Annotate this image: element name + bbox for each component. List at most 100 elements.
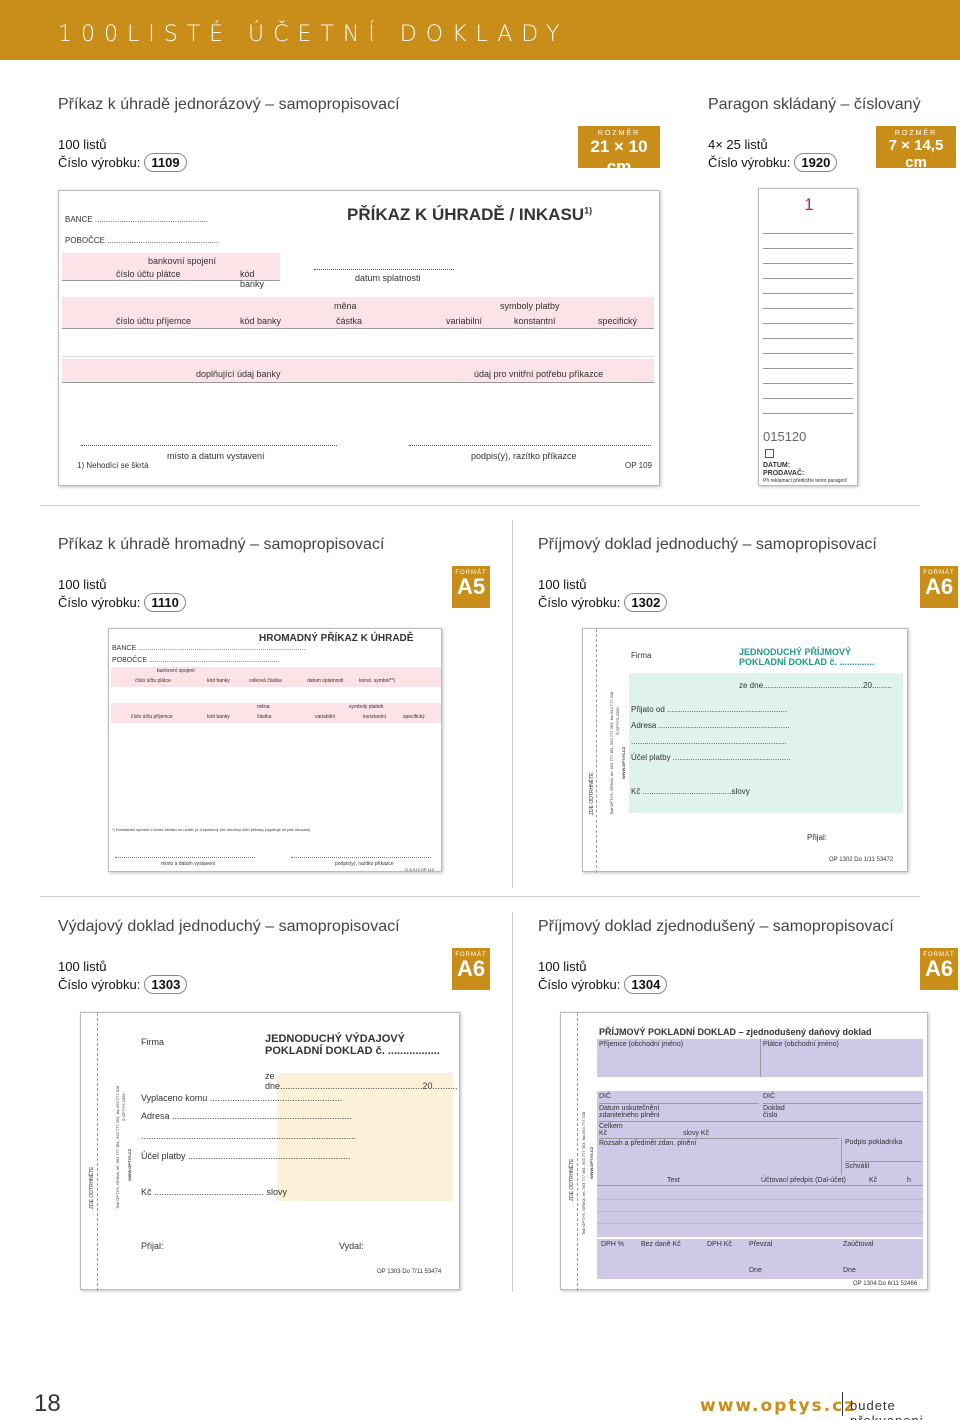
sheets-1110: 100 listů [58,577,107,592]
sheets-1920: 4× 25 listů [708,137,768,152]
label-payer-account: číslo účtu plátce [116,269,181,279]
receipt-lines [763,219,853,419]
product-code-1303: 1303 [144,975,188,994]
receipt-serial: 015120 [763,429,807,444]
form-title-1302: JEDNODUCHÝ PŘÍJMOVÝ POKLADNÍ DOKLAD č. .… [739,647,875,667]
form-payee-row: měna symboly platby číslo účtu příjemce … [62,297,654,329]
product-title-1304: Příjmový doklad zjednodušený – samopropi… [538,918,894,935]
sheets-1303: 100 listů [58,959,107,974]
side-text-web: WWW.OPTYS.CZ [127,1148,132,1181]
page-title: 100LISTÉ ÚČETNÍ DOKLADY [58,22,569,47]
title-line-1: JEDNODUCHÝ PŘÍJMOVÝ [739,647,852,657]
blank-strip [597,1077,923,1091]
size-badge-1920: ROZMĚR 7 × 14,5 cm [876,126,956,171]
side-text-copyright: © OPTYS 2009 [121,1093,126,1121]
label-received-by: Přijal: [807,833,828,842]
receipt-line [763,324,853,339]
form-title-1110: HROMADNÝ PŘÍKAZ K ÚHRADĚ [259,633,414,644]
label-company: Firma [631,651,652,660]
product-code-1920: 1920 [794,153,838,172]
form-preview-1302: ZDE ODTRHNĚTE Tisk OPTYS, OPAVA, tel. 55… [582,628,908,873]
footer-url[interactable]: www.optys.cz [700,1396,857,1416]
row-rule [597,1199,923,1200]
label-r2-c4: variabilní [315,714,336,720]
side-text-web: WWW.OPTYS.CZ [589,1146,594,1179]
section-divider [512,520,513,888]
code-label: Číslo výrobku: [58,977,141,992]
label-date: ze dne..................................… [265,1071,458,1091]
form-title-sup: 1) [584,205,593,216]
badge-label: ROZMĚR [894,130,938,137]
label-dic-1: DIČ [599,1093,612,1100]
code-row-1920: Číslo výrobku: 1920 [708,153,838,172]
label-signature: podpis(y), razítko příkazce [335,861,394,867]
receipt-line [763,369,853,384]
code-row-1109: Číslo výrobku: 1109 [58,153,187,172]
receipt-date-label: DATUM: [763,462,791,469]
label-posted: Zaúčtoval [843,1241,874,1248]
receipt-line [763,294,853,309]
side-text-tear: ZDE ODTRHNĚTE [589,772,595,816]
title-line-2: POKLADNÍ DOKLAD č. ................. [265,1045,440,1057]
label-vat-kc: DPH Kč [707,1241,732,1248]
label-r1-c3: celková částka [249,678,282,684]
format-badge-1110: FORMÁT A5 [452,566,490,608]
label-received: Převzal [749,1241,773,1248]
cream-area [277,1073,453,1201]
badge-label: FORMÁT [923,570,955,576]
form-preview-1110: BANCE ..................................… [108,628,442,872]
sheets-1109: 100 listů [58,137,107,152]
label-currency: měna [257,704,270,710]
form-footnote: *) Konstantní symbol v tomto záhlaví se … [112,827,311,832]
product-code-1109: 1109 [144,153,187,172]
label-accounting: Účtovací předpis (Dal-účet) [761,1177,846,1184]
receipt-line [763,249,853,264]
sheets-1304: 100 listů [538,959,587,974]
label-symbols: symboly platby [500,301,560,311]
size-badge-1109: ROZMĚR 21 × 10 cm [578,126,660,176]
receipt-line [763,339,853,354]
row-rule [597,1185,923,1186]
code-row-1302: Číslo výrobku: 1302 [538,593,668,612]
form-pobocce: POBOČCE ................................… [65,236,219,245]
form-title-1109: PŘÍKAZ K ÚHRADĚ / INKASU1) [347,205,592,225]
form-title-1303: JEDNODUCHÝ VÝDAJOVÝ POKLADNÍ DOKLAD č. .… [265,1033,440,1057]
label-number: číslo [763,1112,778,1119]
sheets-1302: 100 listů [538,577,587,592]
label-amount: částka [336,316,363,326]
label-place: místo a datum vystavení [161,861,216,867]
label-currency: měna [334,301,357,311]
product-meta-1304: 100 listů Číslo výrobku: 1304 [538,958,668,994]
due-date-line [314,269,454,270]
section-divider [512,912,513,1292]
receipt-line [763,309,853,324]
label-bank-conn: bankovní spojení [157,668,195,674]
badge-label: FORMÁT [923,952,955,958]
mint-area [629,673,903,813]
side-text-copyright: © OPTYS 2009 [615,707,620,735]
label-scope: Rozsah a předmět zdan. plnění [599,1138,839,1147]
side-text-print: Tisk OPTYS, OPAVA, tel. 553 777 381, 553… [581,1111,586,1235]
receipt-line [763,264,853,279]
label-approved: Schválil [845,1161,921,1170]
product-meta-1920: 4× 25 listů Číslo výrobku: 1920 [708,136,838,172]
label-date-supply: Datum uskutečnění [599,1103,759,1112]
label-dots: ........................................… [141,1131,357,1141]
side-text-tear: ZDE ODTRHNĚTE [89,1166,95,1210]
form-code-1302: OP 1302 Do 1/11 53472 [829,857,894,863]
form-bance: BANCE ..................................… [112,645,306,652]
badge-label: FORMÁT [455,952,487,958]
label-payer: Plátce (obchodní jméno) [763,1041,839,1048]
label-r2-c2: kód banky [207,714,230,720]
form-1110-row2: měna symboly platieb číslo účtu příjemce… [111,703,441,723]
label-kc-2: Kč [869,1177,878,1184]
receipt-line [763,219,853,234]
receipt-line [763,279,853,294]
label-dots: ........................................… [631,737,787,746]
title-line-1: JEDNODUCHÝ VÝDAJOVÝ [265,1033,405,1045]
row-rule [597,1223,923,1224]
label-bank-conn: bankovní spojení [148,256,217,266]
label-received-by: Přijal: [141,1241,164,1251]
code-row-1303: Číslo výrobku: 1303 [58,975,188,994]
product-meta-1110: 100 listů Číslo výrobku: 1110 [58,576,186,612]
